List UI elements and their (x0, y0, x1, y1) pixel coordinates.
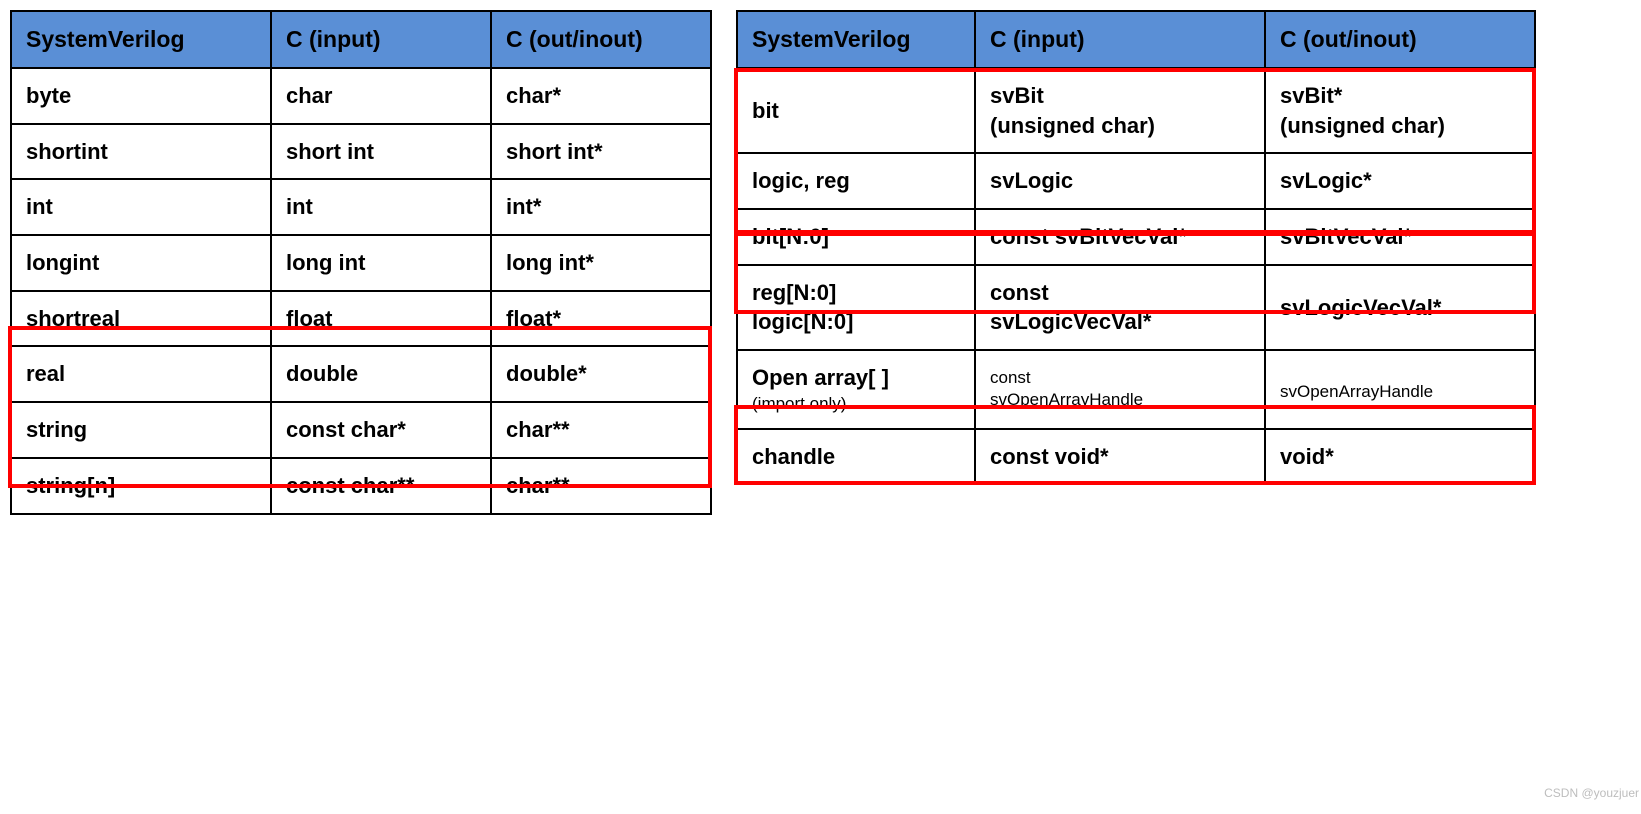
tables-container: SystemVerilog C (input) C (out/inout) by… (10, 10, 1641, 515)
cell-line: logic[N:0] (752, 307, 960, 337)
table-row: shortint short int short int* (11, 124, 711, 180)
table-row: byte char char* (11, 68, 711, 124)
page: SystemVerilog C (input) C (out/inout) by… (10, 10, 1641, 804)
cell: int (11, 179, 271, 235)
cell: short int* (491, 124, 711, 180)
cell: void* (1265, 429, 1535, 485)
table-row: string[n] const char** char** (11, 458, 711, 514)
cell-line: svBit (990, 81, 1250, 111)
table-row: logic, reg svLogic svLogic* (737, 153, 1535, 209)
cell-line: const (990, 367, 1250, 390)
cell: int* (491, 179, 711, 235)
cell: char* (491, 68, 711, 124)
right-header-1: C (input) (975, 11, 1265, 68)
table-row: longint long int long int* (11, 235, 711, 291)
cell: byte (11, 68, 271, 124)
cell-line: svOpenArrayHandle (1280, 382, 1433, 401)
left-table: SystemVerilog C (input) C (out/inout) by… (10, 10, 712, 515)
cell: svBit* (unsigned char) (1265, 68, 1535, 153)
right-table-wrap: SystemVerilog C (input) C (out/inout) bi… (736, 10, 1536, 485)
cell: char** (491, 458, 711, 514)
table-row: chandle const void* void* (737, 429, 1535, 485)
cell: string (11, 402, 271, 458)
cell: svLogicVecVal* (1265, 265, 1535, 350)
cell: reg[N:0] logic[N:0] (737, 265, 975, 350)
right-header-row: SystemVerilog C (input) C (out/inout) (737, 11, 1535, 68)
cell: string[n] (11, 458, 271, 514)
cell: svBitVecVal* (1265, 209, 1535, 265)
left-header-0: SystemVerilog (11, 11, 271, 68)
cell: bit (737, 68, 975, 153)
table-row: shortreal float float* (11, 291, 711, 347)
table-row: bit[N:0] const svBitVecVal* svBitVecVal* (737, 209, 1535, 265)
cell: longint (11, 235, 271, 291)
cell: const char* (271, 402, 491, 458)
cell: float (271, 291, 491, 347)
cell: double* (491, 346, 711, 402)
cell-sub: (import only) (752, 393, 960, 416)
cell: Open array[ ] (import only) (737, 350, 975, 429)
cell-line: const (990, 278, 1250, 308)
watermark: CSDN @youzjuer (1544, 786, 1639, 800)
cell: shortreal (11, 291, 271, 347)
cell: int (271, 179, 491, 235)
left-header-1: C (input) (271, 11, 491, 68)
cell-line: svLogicVecVal* (990, 307, 1250, 337)
left-table-wrap: SystemVerilog C (input) C (out/inout) by… (10, 10, 712, 515)
cell: char** (491, 402, 711, 458)
cell: const svBitVecVal* (975, 209, 1265, 265)
cell: real (11, 346, 271, 402)
right-header-0: SystemVerilog (737, 11, 975, 68)
cell: logic, reg (737, 153, 975, 209)
table-row: int int int* (11, 179, 711, 235)
cell-line: Open array[ ] (752, 363, 960, 393)
table-row: string const char* char** (11, 402, 711, 458)
right-table: SystemVerilog C (input) C (out/inout) bi… (736, 10, 1536, 485)
table-row: real double double* (11, 346, 711, 402)
cell-line: (unsigned char) (990, 111, 1250, 141)
cell: long int* (491, 235, 711, 291)
cell-line: svOpenArrayHandle (990, 389, 1250, 412)
cell: svLogic* (1265, 153, 1535, 209)
cell: bit[N:0] (737, 209, 975, 265)
cell: double (271, 346, 491, 402)
cell: char (271, 68, 491, 124)
cell-line: reg[N:0] (752, 278, 960, 308)
right-header-2: C (out/inout) (1265, 11, 1535, 68)
table-row: Open array[ ] (import only) const svOpen… (737, 350, 1535, 429)
cell: const char** (271, 458, 491, 514)
cell-line: svBit* (1280, 81, 1520, 111)
cell: const void* (975, 429, 1265, 485)
cell: svBit (unsigned char) (975, 68, 1265, 153)
left-header-row: SystemVerilog C (input) C (out/inout) (11, 11, 711, 68)
cell-line: (unsigned char) (1280, 111, 1520, 141)
cell: svLogic (975, 153, 1265, 209)
table-row: bit svBit (unsigned char) svBit* (unsign… (737, 68, 1535, 153)
cell: float* (491, 291, 711, 347)
cell: shortint (11, 124, 271, 180)
left-header-2: C (out/inout) (491, 11, 711, 68)
cell: chandle (737, 429, 975, 485)
cell: const svLogicVecVal* (975, 265, 1265, 350)
cell: short int (271, 124, 491, 180)
cell: const svOpenArrayHandle (975, 350, 1265, 429)
cell: svOpenArrayHandle (1265, 350, 1535, 429)
cell: long int (271, 235, 491, 291)
table-row: reg[N:0] logic[N:0] const svLogicVecVal*… (737, 265, 1535, 350)
